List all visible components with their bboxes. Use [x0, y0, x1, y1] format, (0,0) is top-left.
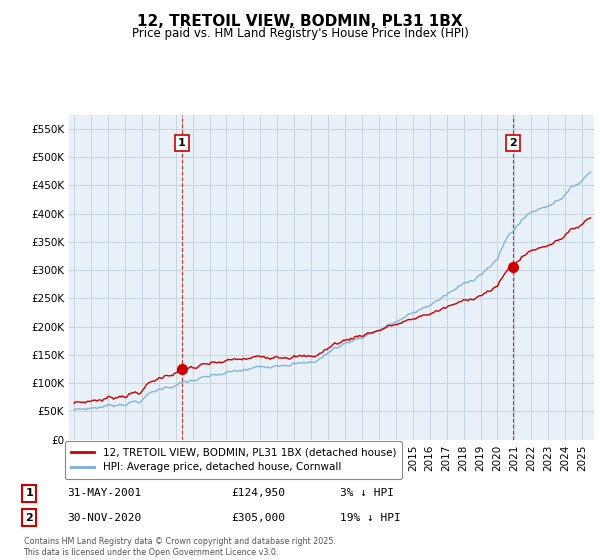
Text: Price paid vs. HM Land Registry's House Price Index (HPI): Price paid vs. HM Land Registry's House …	[131, 27, 469, 40]
Text: Contains HM Land Registry data © Crown copyright and database right 2025.
This d: Contains HM Land Registry data © Crown c…	[23, 538, 335, 557]
Text: 30-NOV-2020: 30-NOV-2020	[67, 513, 141, 523]
Text: 1: 1	[178, 138, 186, 148]
Text: £124,950: £124,950	[231, 488, 285, 498]
Text: 1: 1	[25, 488, 33, 498]
Text: 2: 2	[509, 138, 517, 148]
Text: 19% ↓ HPI: 19% ↓ HPI	[340, 513, 401, 523]
Legend: 12, TRETOIL VIEW, BODMIN, PL31 1BX (detached house), HPI: Average price, detache: 12, TRETOIL VIEW, BODMIN, PL31 1BX (deta…	[65, 441, 403, 479]
Text: 31-MAY-2001: 31-MAY-2001	[67, 488, 141, 498]
Text: 2: 2	[25, 513, 33, 523]
Text: 12, TRETOIL VIEW, BODMIN, PL31 1BX: 12, TRETOIL VIEW, BODMIN, PL31 1BX	[137, 14, 463, 29]
Text: £305,000: £305,000	[231, 513, 285, 523]
Text: 3% ↓ HPI: 3% ↓ HPI	[340, 488, 394, 498]
